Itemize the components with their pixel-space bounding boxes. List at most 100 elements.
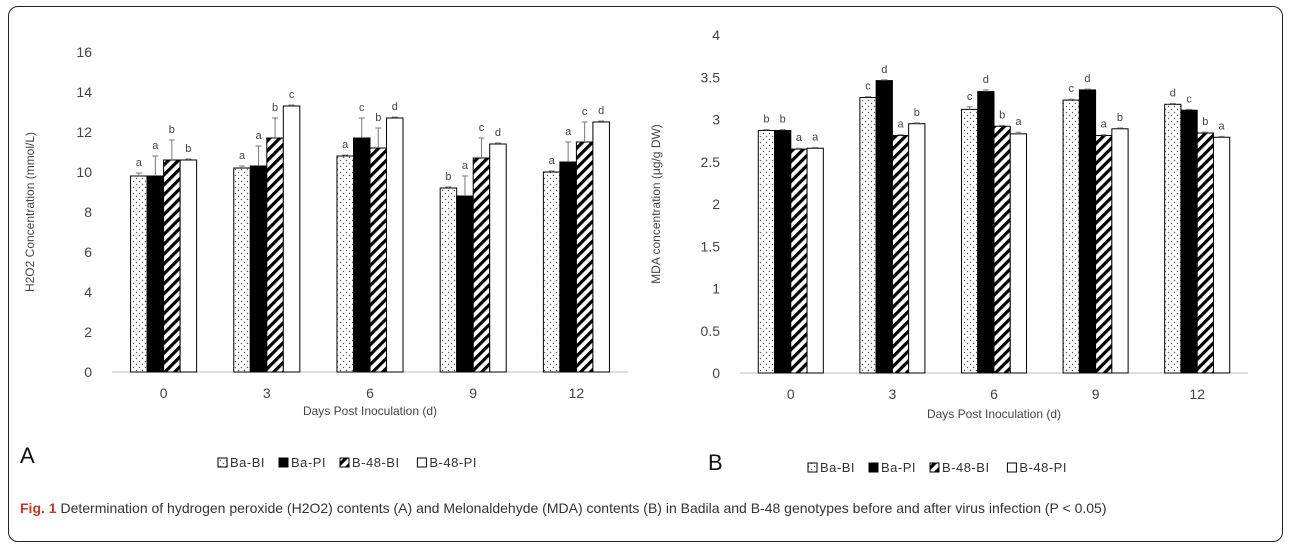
bar <box>1164 103 1182 374</box>
bar <box>575 141 594 373</box>
significance-letter: a <box>549 155 556 167</box>
significance-letter: a <box>565 126 572 138</box>
legend-swatch <box>416 457 427 468</box>
y-tick-label: 0 <box>84 364 92 380</box>
bar <box>179 159 198 373</box>
legend-entry: Ba-PI <box>881 460 916 475</box>
y-tick-label: 1.5 <box>701 238 721 254</box>
significance-letter: b <box>375 112 381 124</box>
figure-frame <box>8 6 1283 542</box>
bar <box>282 105 301 373</box>
bar <box>1095 135 1113 374</box>
significance-letter: c <box>479 122 485 134</box>
significance-letter: a <box>897 119 904 131</box>
legend-entry: B-48-PI <box>1019 460 1067 475</box>
bar <box>891 135 910 374</box>
significance-letter: b <box>763 114 769 126</box>
y-tick-label: 4 <box>712 27 720 43</box>
significance-letter: d <box>598 105 604 117</box>
y-tick-label: 16 <box>76 44 92 60</box>
significance-letter: d <box>881 64 887 76</box>
y-tick-label: 0 <box>712 365 720 381</box>
bar <box>249 165 268 373</box>
y-tick-label: 10 <box>76 164 92 180</box>
x-tick-label: 3 <box>889 386 897 402</box>
bar <box>386 117 404 373</box>
significance-letter: b <box>1202 116 1208 128</box>
significance-letter: d <box>1170 87 1176 99</box>
bar <box>875 80 893 374</box>
bar <box>859 97 877 374</box>
bar <box>757 129 776 374</box>
significance-letter: a <box>462 160 469 172</box>
significance-letter: b <box>272 102 278 114</box>
bar <box>233 167 251 373</box>
significance-letter: b <box>999 109 1005 121</box>
significance-letter: a <box>796 132 803 144</box>
bar <box>369 147 388 373</box>
significance-letter: a <box>136 157 143 169</box>
y-tick-label: 4 <box>84 284 92 300</box>
bar <box>472 157 491 373</box>
significance-letter: c <box>582 106 588 118</box>
panel-label: A <box>20 443 35 468</box>
legend-swatch <box>929 462 940 473</box>
legend-entry: Ba-BI <box>230 455 265 470</box>
y-tick-label: 6 <box>84 244 92 260</box>
bar <box>163 159 181 373</box>
legend-swatch <box>1006 462 1017 473</box>
figure-caption: Fig. 1 Determination of hydrogen peroxid… <box>20 498 1270 519</box>
significance-letter: d <box>1084 73 1090 85</box>
y-tick-label: 12 <box>76 124 92 140</box>
significance-letter: b <box>914 107 920 119</box>
bar <box>1212 136 1231 374</box>
y-tick-label: 1 <box>712 281 720 297</box>
bar <box>266 137 284 373</box>
x-axis-label: Days Post Inoculation (d) <box>927 407 1061 421</box>
legend-entry: B-48-BI <box>352 455 400 470</box>
x-tick-label: 9 <box>1092 386 1100 402</box>
bar <box>774 129 792 374</box>
x-tick-label: 9 <box>469 385 477 401</box>
chart-panel-A: 0 2 4 6 8 10 12 14 16 H2O2 Concentration (mmol/L)… <box>20 44 628 470</box>
significance-letter: c <box>359 102 365 114</box>
x-tick-label: 12 <box>1189 386 1205 402</box>
caption-label: Fig. 1 <box>20 500 57 516</box>
bar <box>439 187 458 373</box>
significance-letter: a <box>1219 120 1226 132</box>
significance-letter: a <box>1101 119 1108 131</box>
legend-swatch <box>339 457 350 468</box>
bar <box>993 125 1011 374</box>
legend-entry: Ba-PI <box>291 455 326 470</box>
y-tick-label: 3.5 <box>701 69 721 85</box>
significance-letter: a <box>1015 116 1022 128</box>
bar <box>1180 109 1198 374</box>
bar <box>1009 133 1028 374</box>
bar <box>542 171 561 373</box>
x-tick-label: 12 <box>569 385 585 401</box>
legend-swatch <box>278 457 289 468</box>
legend-swatch <box>868 462 879 473</box>
significance-letter: a <box>255 130 262 142</box>
y-tick-label: 2 <box>84 324 92 340</box>
significance-letter: b <box>169 124 175 136</box>
significance-letter: b <box>780 114 786 126</box>
bar <box>592 121 610 373</box>
y-tick-label: 3 <box>712 112 720 128</box>
significance-letter: a <box>812 131 819 143</box>
bar <box>1196 132 1214 374</box>
x-tick-label: 6 <box>990 386 998 402</box>
y-tick-label: 14 <box>76 84 92 100</box>
bar <box>977 91 995 374</box>
y-axis-label: H2O2 Concentration (mmol/L) <box>23 132 37 292</box>
bar <box>352 137 371 373</box>
significance-letter: b <box>445 171 451 183</box>
x-tick-label: 3 <box>263 385 271 401</box>
significance-letter: c <box>1186 93 1192 105</box>
significance-letter: c <box>289 89 295 101</box>
x-axis-label: Days Post Inoculation (d) <box>303 404 437 418</box>
y-axis-label: MDA concentration (μg/g DW) <box>649 124 663 284</box>
panel-label: B <box>708 450 723 475</box>
y-tick-label: 8 <box>84 204 92 220</box>
